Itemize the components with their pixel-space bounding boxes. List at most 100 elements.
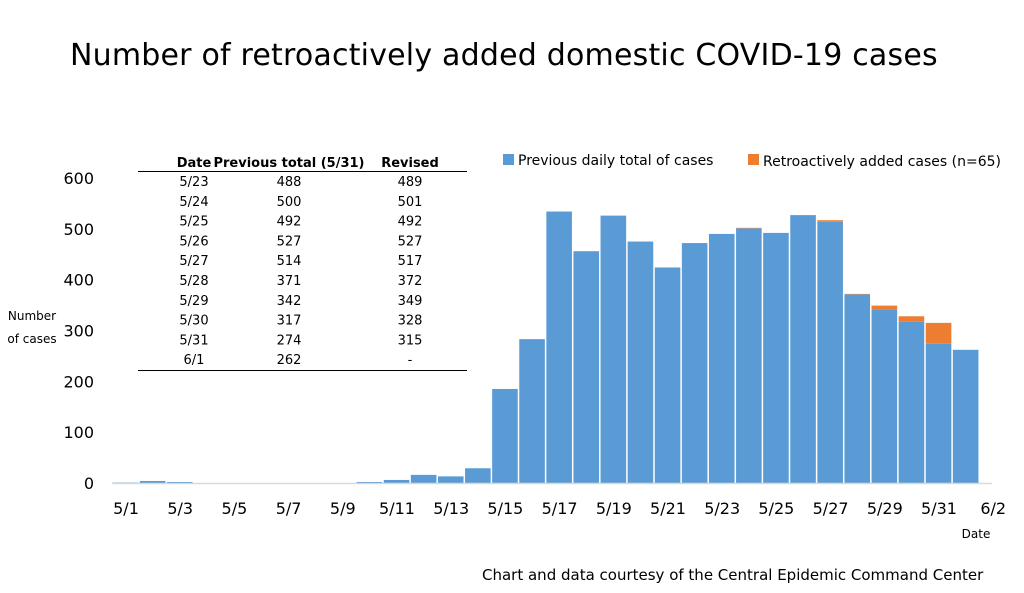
bar-previous	[139, 480, 166, 483]
x-tick-label: 5/1	[113, 499, 139, 518]
table-cell: 500	[277, 195, 302, 210]
legend-label-retro: Retroactively added cases (n=65)	[763, 154, 1001, 170]
x-tick-label: 5/7	[276, 499, 302, 518]
legend-swatch-previous	[503, 154, 514, 165]
bar-retro	[871, 305, 898, 310]
bar-previous	[519, 339, 545, 483]
source-note: Chart and data courtesy of the Central E…	[482, 566, 984, 584]
table-cell: 315	[398, 333, 423, 348]
table-cell: 372	[398, 274, 423, 289]
bar-previous	[627, 241, 654, 483]
x-tick-label: 5/21	[650, 499, 686, 518]
data-table: Date Previous total (5/31) Revised 5/23 488 4…	[138, 156, 467, 371]
x-tick-label: 5/19	[596, 499, 632, 518]
x-tick-label: 5/25	[758, 499, 794, 518]
x-tick-label: 5/3	[167, 499, 193, 518]
table-cell: 342	[277, 294, 302, 309]
table-cell: 517	[398, 254, 423, 269]
bar-previous	[844, 294, 871, 483]
bar-previous	[925, 343, 952, 483]
table-cell: 5/24	[179, 195, 208, 210]
x-tick-label: 6/2	[980, 499, 1006, 518]
bar-previous	[681, 243, 708, 483]
x-axis: 5/1 5/3 5/5 5/7 5/9 5/11 5/13 5/15 5/17 5/19 5/21 5…	[112, 482, 1006, 541]
legend-swatch-retro	[748, 154, 759, 165]
bar-retro	[817, 220, 843, 222]
bar-previous	[736, 228, 762, 483]
table-header: Date	[177, 156, 212, 171]
bars	[112, 211, 979, 484]
x-tick-label: 5/13	[433, 499, 469, 518]
bar-retro	[925, 322, 952, 344]
bar-previous	[871, 309, 898, 483]
table-cell: 274	[277, 333, 302, 348]
x-tick-label: 5/31	[921, 499, 957, 518]
bar-previous	[546, 211, 572, 484]
table-cell: 5/30	[179, 314, 208, 329]
bar-previous	[817, 221, 843, 483]
bar-previous	[410, 474, 437, 483]
x-tick-label: 5/29	[867, 499, 903, 518]
bar-previous	[600, 215, 627, 483]
x-tick-label: 5/23	[704, 499, 740, 518]
table-cell: 514	[277, 254, 302, 269]
table-cell: 5/26	[179, 234, 208, 249]
table-cell: 371	[277, 274, 302, 289]
table-cell: 5/23	[179, 175, 208, 190]
x-tick-label: 5/15	[487, 499, 523, 518]
bar-previous	[166, 481, 193, 483]
legend-label-previous: Previous daily total of cases	[518, 153, 713, 169]
table-cell: 328	[398, 314, 423, 329]
x-tick-label: 5/9	[330, 499, 356, 518]
table-cell: 5/31	[179, 333, 208, 348]
bar-previous	[465, 468, 491, 483]
bar-previous	[112, 482, 139, 483]
bar-retro	[844, 293, 871, 295]
bar-previous	[654, 267, 681, 483]
y-tick-label: 500	[63, 220, 94, 239]
table-cell: 349	[398, 294, 423, 309]
bar-previous	[763, 232, 789, 483]
table-cell: -	[408, 353, 413, 368]
bar-previous	[492, 388, 518, 483]
table-cell: 492	[398, 215, 423, 230]
y-tick-label: 600	[63, 169, 94, 188]
table-cell: 5/27	[179, 254, 208, 269]
table-cell: 501	[398, 195, 423, 210]
y-tick-label: 400	[63, 271, 94, 290]
bar-previous	[708, 233, 735, 483]
table-cell: 527	[398, 234, 423, 249]
table-cell: 489	[398, 175, 423, 190]
bar-previous	[952, 349, 979, 483]
table-cell: 5/28	[179, 274, 208, 289]
bar-previous	[898, 321, 925, 483]
bar-previous	[573, 251, 600, 483]
x-axis-label: Date	[962, 527, 991, 541]
bar-previous	[383, 479, 410, 483]
legend: Previous daily total of cases Retroactive…	[503, 153, 1001, 170]
table-cell: 488	[277, 175, 302, 190]
table-header: Revised	[381, 156, 439, 171]
y-tick-label: 300	[63, 322, 94, 341]
x-tick-label: 5/11	[379, 499, 415, 518]
y-axis-label: Number	[8, 309, 56, 323]
chart-title: Number of retroactively added domestic C…	[70, 38, 938, 73]
x-tick-label: 5/17	[542, 499, 578, 518]
bar-previous	[790, 215, 816, 483]
table-cell: 527	[277, 234, 302, 249]
y-tick-label: 100	[63, 423, 94, 442]
bar-retro	[736, 227, 762, 229]
table-cell: 317	[277, 314, 302, 329]
y-axis: 0 100 200 300 400 500 600 Number of cases	[7, 169, 94, 493]
table-cell: 5/29	[179, 294, 208, 309]
table-cell: 492	[277, 215, 302, 230]
bar-previous	[356, 481, 383, 483]
bar-previous	[437, 476, 464, 483]
bar-retro	[898, 316, 925, 322]
y-axis-label: of cases	[7, 332, 56, 346]
table-cell: 6/1	[184, 353, 205, 368]
y-tick-label: 0	[84, 474, 94, 493]
table-cell: 5/25	[179, 215, 208, 230]
x-tick-label: 5/27	[813, 499, 849, 518]
